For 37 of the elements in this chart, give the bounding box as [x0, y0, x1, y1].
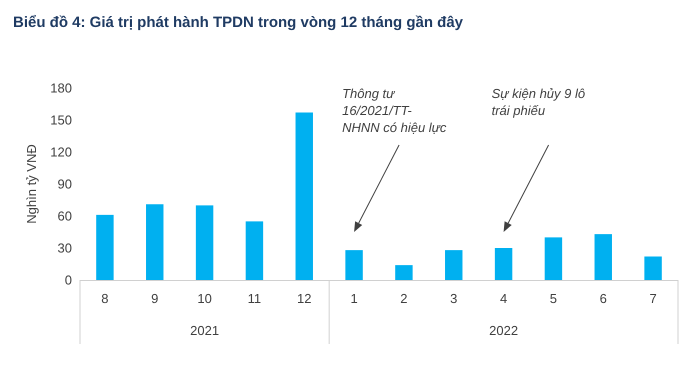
bar [544, 237, 562, 280]
x-tick-label: 11 [248, 291, 262, 306]
bar [644, 256, 662, 280]
y-tick-label: 90 [58, 176, 72, 192]
bar [196, 205, 214, 280]
y-tick-label: 150 [50, 112, 72, 128]
x-tick-label: 12 [297, 291, 312, 306]
bar [594, 234, 612, 280]
bar [494, 248, 512, 280]
text: 2022 [489, 323, 518, 338]
bar [445, 250, 462, 280]
x-tick-label: 4 [500, 291, 508, 306]
y-tick-label: 30 [58, 240, 72, 256]
bar [296, 112, 313, 280]
y-axis-title: Nghìn tỷ VNĐ [24, 144, 39, 224]
bar [96, 214, 114, 280]
x-tick-label: 6 [600, 291, 607, 306]
x-tick-label: 1 [350, 291, 358, 306]
x-tick-label: 3 [450, 291, 458, 306]
x-tick-label: 10 [197, 291, 212, 306]
annotation: Sự kiện hủy 9 lô trái phiếu [492, 86, 586, 118]
bar [395, 265, 413, 280]
y-tick-label: 180 [50, 80, 72, 96]
bar [246, 221, 264, 280]
bar [146, 204, 164, 280]
annotation: Thông tư 16/2021/TT- NHNN có hiệu lực [342, 86, 447, 135]
x-tick-label: 9 [151, 291, 158, 306]
x-tick-label: 2 [400, 291, 408, 306]
y-tick-label: 60 [58, 208, 72, 224]
text: 2021 [190, 323, 220, 338]
bar [345, 250, 363, 280]
y-tick-label: 0 [64, 272, 72, 288]
chart-title: Biểu đồ 4: Giá trị phát hành TPDN trong vòng 12 tháng gần đây [13, 14, 464, 31]
x-tick-label: 8 [101, 291, 109, 306]
x-tick-label: 5 [550, 291, 558, 306]
x-tick-label: 7 [649, 291, 657, 306]
y-tick-label: 120 [50, 144, 72, 160]
